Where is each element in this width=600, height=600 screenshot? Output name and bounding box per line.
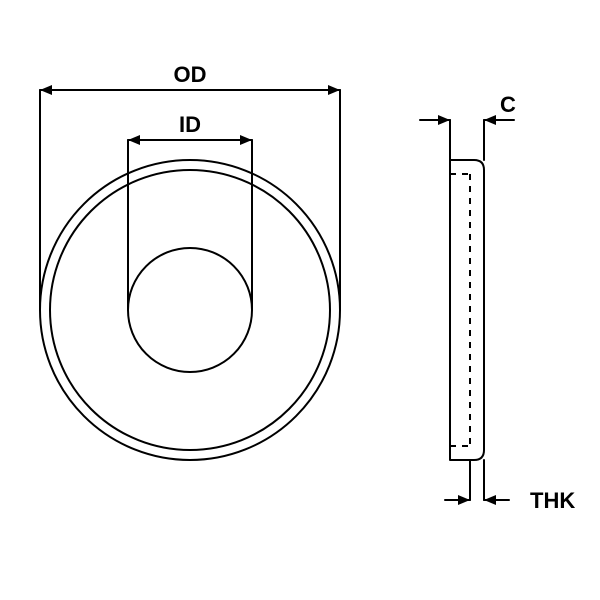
- label-thk: THK: [530, 488, 575, 513]
- label-id: ID: [179, 112, 201, 137]
- label-od: OD: [174, 62, 207, 87]
- label-c: C: [500, 92, 516, 117]
- cup-washer-diagram: OD ID C THK: [0, 0, 600, 600]
